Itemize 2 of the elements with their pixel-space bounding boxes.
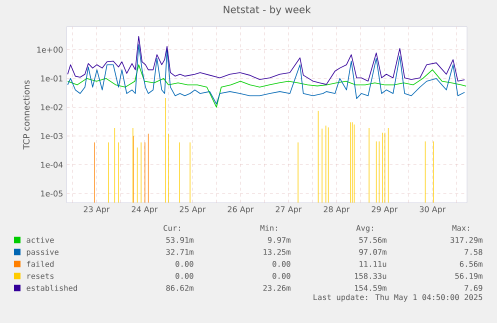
chart-title: Netstat - by week (224, 6, 311, 16)
y-axis-title: TCP connections (22, 80, 30, 150)
